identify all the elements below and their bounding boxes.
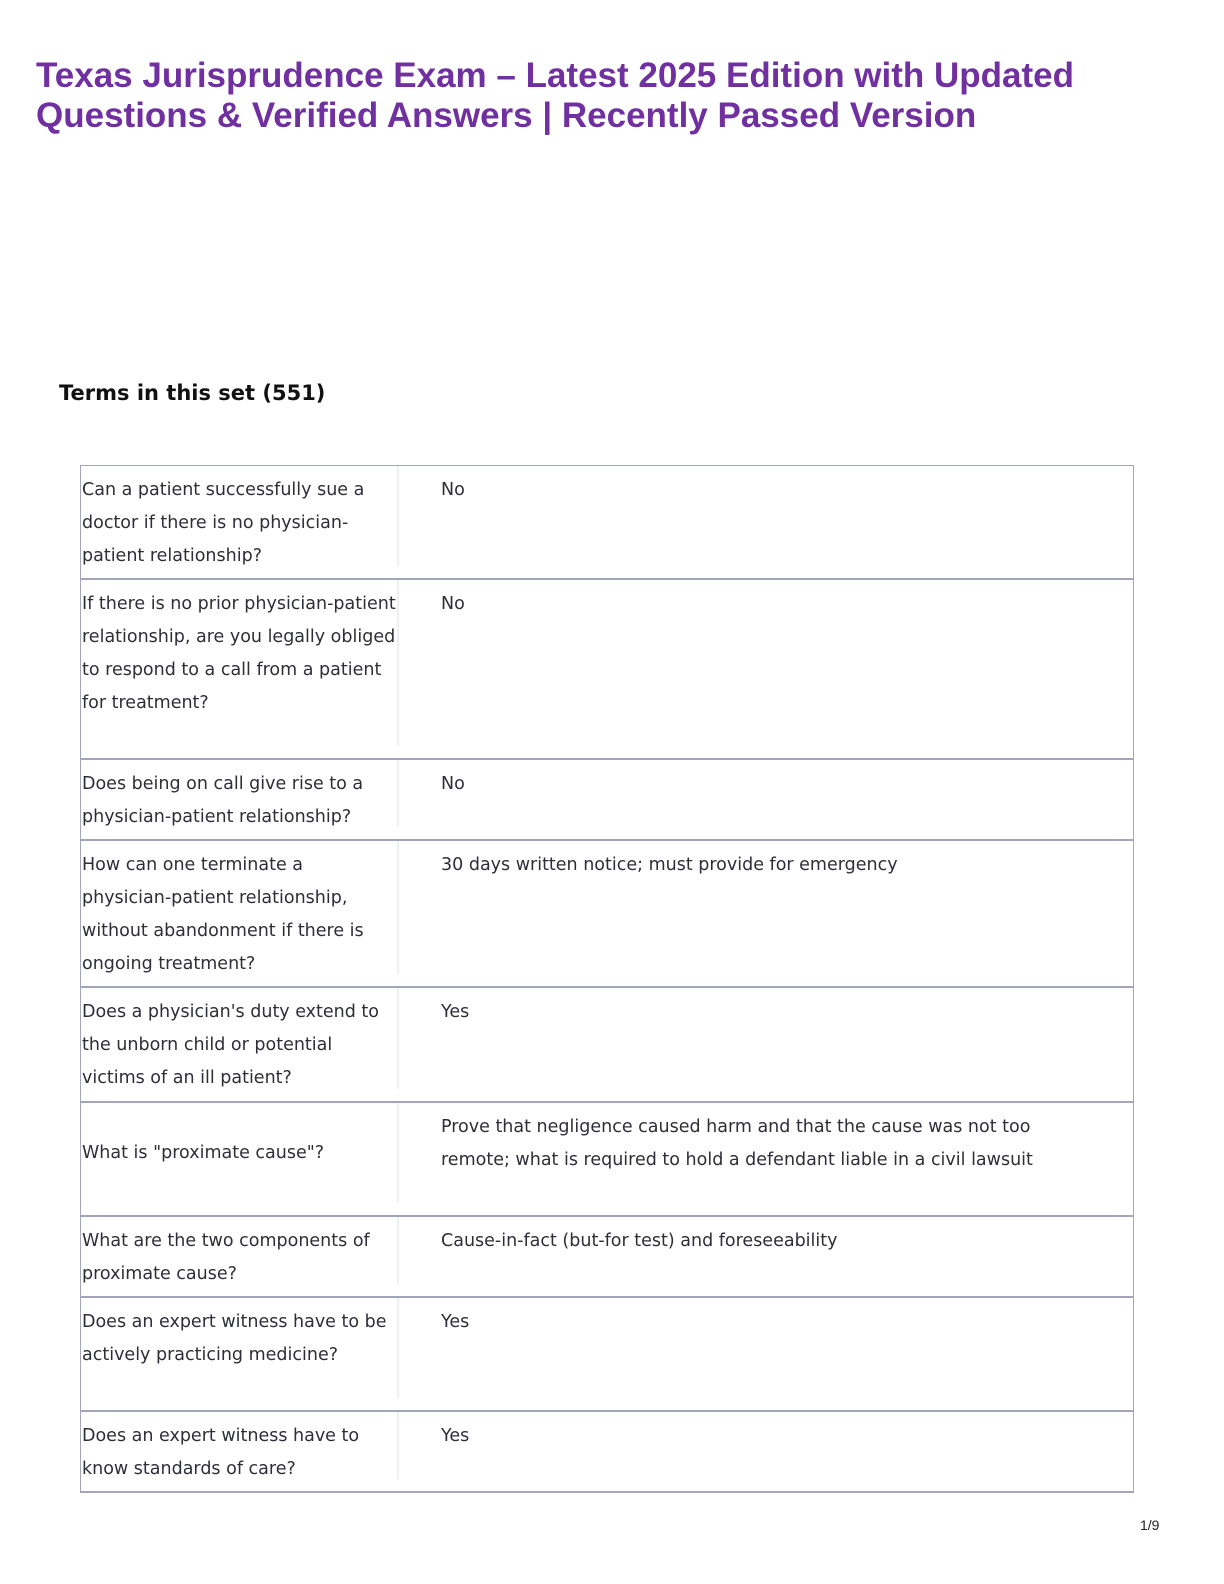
definition: Yes: [441, 1002, 470, 1022]
term: If there is no prior physician-patient r…: [81, 580, 399, 746]
table-row: Does an expert witness have to be active…: [81, 1298, 1133, 1412]
term: Does being on call give rise to a physic…: [81, 760, 399, 827]
table-row: Can a patient successfully sue a doctor …: [81, 466, 1133, 580]
document-title: Texas Jurisprudence Exam – Latest 2025 E…: [36, 56, 1075, 135]
table-row: How can one terminate a physician-patien…: [81, 841, 1133, 988]
term: What are the two components of proximate…: [81, 1217, 399, 1284]
term: Does a physician's duty extend to the un…: [81, 988, 399, 1089]
table-row: Does an expert witness have to know stan…: [81, 1412, 1133, 1493]
terms-count-heading: Terms in this set (551): [59, 381, 326, 405]
term: Can a patient successfully sue a doctor …: [81, 466, 399, 566]
definition: No: [441, 774, 465, 794]
definition: Yes: [441, 1426, 470, 1446]
term: How can one terminate a physician-patien…: [81, 841, 399, 974]
page-number: 1/9: [1140, 1517, 1160, 1533]
definition: 30 days written notice; must provide for…: [441, 855, 898, 875]
term: Does an expert witness have to know stan…: [81, 1412, 399, 1479]
definition: Yes: [441, 1312, 470, 1332]
definition: Prove that negligence caused harm and th…: [441, 1117, 1033, 1170]
definition: No: [441, 594, 465, 614]
table-row: What is "proximate cause"? Prove that ne…: [81, 1103, 1133, 1217]
definition: Cause-in-fact (but-for test) and foresee…: [441, 1231, 838, 1251]
term: What is "proximate cause"?: [81, 1103, 399, 1203]
table-row: If there is no prior physician-patient r…: [81, 580, 1133, 760]
flashcard-table: Can a patient successfully sue a doctor …: [80, 465, 1134, 1493]
definition: No: [441, 480, 465, 500]
table-row: What are the two components of proximate…: [81, 1217, 1133, 1298]
table-row: Does being on call give rise to a physic…: [81, 760, 1133, 841]
table-row: Does a physician's duty extend to the un…: [81, 988, 1133, 1103]
term: Does an expert witness have to be active…: [81, 1298, 399, 1398]
